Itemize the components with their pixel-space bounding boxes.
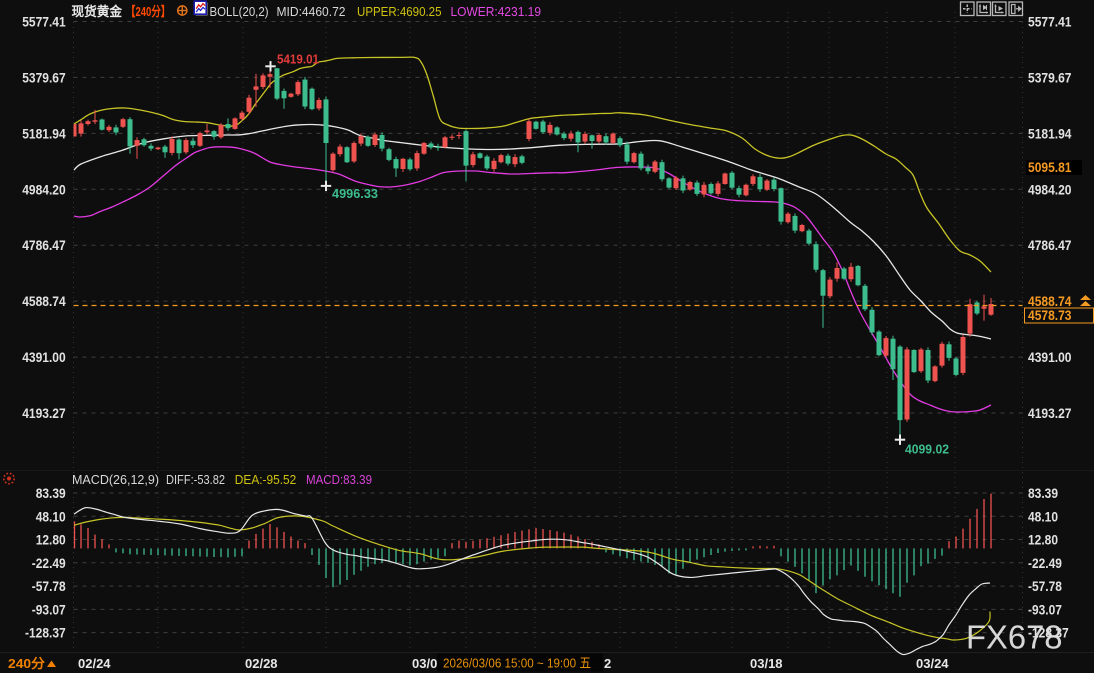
svg-text:DIFF:-53.82: DIFF:-53.82 [166,473,225,487]
svg-text:-22.49: -22.49 [32,555,66,571]
svg-text:4193.27: 4193.27 [22,405,66,421]
svg-text:-93.07: -93.07 [32,601,66,617]
svg-text:UPPER:4690.25: UPPER:4690.25 [357,5,442,19]
svg-text:03/18: 03/18 [750,656,783,671]
svg-text:02/28: 02/28 [245,656,278,671]
svg-text:4786.47: 4786.47 [1028,237,1072,253]
svg-text:-128.37: -128.37 [1028,625,1069,641]
svg-text:MID:4460.72: MID:4460.72 [277,5,346,19]
svg-text:240分: 240分 [8,656,45,671]
svg-text:-22.49: -22.49 [1028,555,1062,571]
svg-text:4588.74: 4588.74 [22,293,66,309]
svg-text:MACD:83.39: MACD:83.39 [306,473,372,487]
svg-text:5181.94: 5181.94 [22,125,66,141]
svg-text:5379.67: 5379.67 [22,69,66,85]
svg-text:12.80: 12.80 [1028,532,1058,548]
svg-text:4099.02: 4099.02 [905,442,949,457]
svg-text:4391.00: 4391.00 [22,349,66,365]
svg-text:4588.74: 4588.74 [1028,293,1072,309]
svg-text:现货黄金: 现货黄金 [72,4,123,19]
svg-text:5577.41: 5577.41 [22,14,66,30]
svg-text:LOWER:4231.19: LOWER:4231.19 [451,5,542,19]
svg-text:4984.20: 4984.20 [1028,181,1072,197]
svg-text:-93.07: -93.07 [1028,601,1062,617]
svg-text:MACD(26,12,9): MACD(26,12,9) [72,473,159,487]
svg-text:【240分】: 【240分】 [126,4,170,19]
svg-text:02/24: 02/24 [78,656,111,671]
svg-text:83.39: 83.39 [1028,485,1058,501]
svg-text:5577.41: 5577.41 [1028,14,1072,30]
svg-text:4193.27: 4193.27 [1028,405,1072,421]
svg-text:5095.81: 5095.81 [1028,159,1072,175]
svg-text:DEA:-95.52: DEA:-95.52 [235,473,297,487]
svg-text:48.10: 48.10 [36,508,66,524]
svg-text:4786.47: 4786.47 [22,237,66,253]
svg-text:83.39: 83.39 [36,485,66,501]
svg-text:-128.37: -128.37 [25,625,66,641]
svg-text:48.10: 48.10 [1028,508,1058,524]
svg-text:2026/03/06 15:00 ~ 19:00 五: 2026/03/06 15:00 ~ 19:00 五 [443,656,591,671]
svg-text:2: 2 [604,656,611,671]
svg-text:5181.94: 5181.94 [1028,125,1072,141]
svg-text:-57.78: -57.78 [1028,578,1062,594]
svg-text:12.80: 12.80 [36,532,66,548]
svg-text:5419.01: 5419.01 [277,52,319,67]
svg-text:4984.20: 4984.20 [22,181,66,197]
svg-text:FX678: FX678 [966,619,1063,656]
svg-text:03/24: 03/24 [916,656,949,671]
svg-text:BOLL(20,2): BOLL(20,2) [210,5,269,19]
svg-text:4996.33: 4996.33 [332,186,378,201]
svg-text:5379.67: 5379.67 [1028,69,1072,85]
svg-text:-57.78: -57.78 [32,578,66,594]
svg-text:03/0: 03/0 [412,656,437,671]
svg-text:4391.00: 4391.00 [1028,349,1072,365]
svg-text:4578.73: 4578.73 [1028,307,1072,323]
